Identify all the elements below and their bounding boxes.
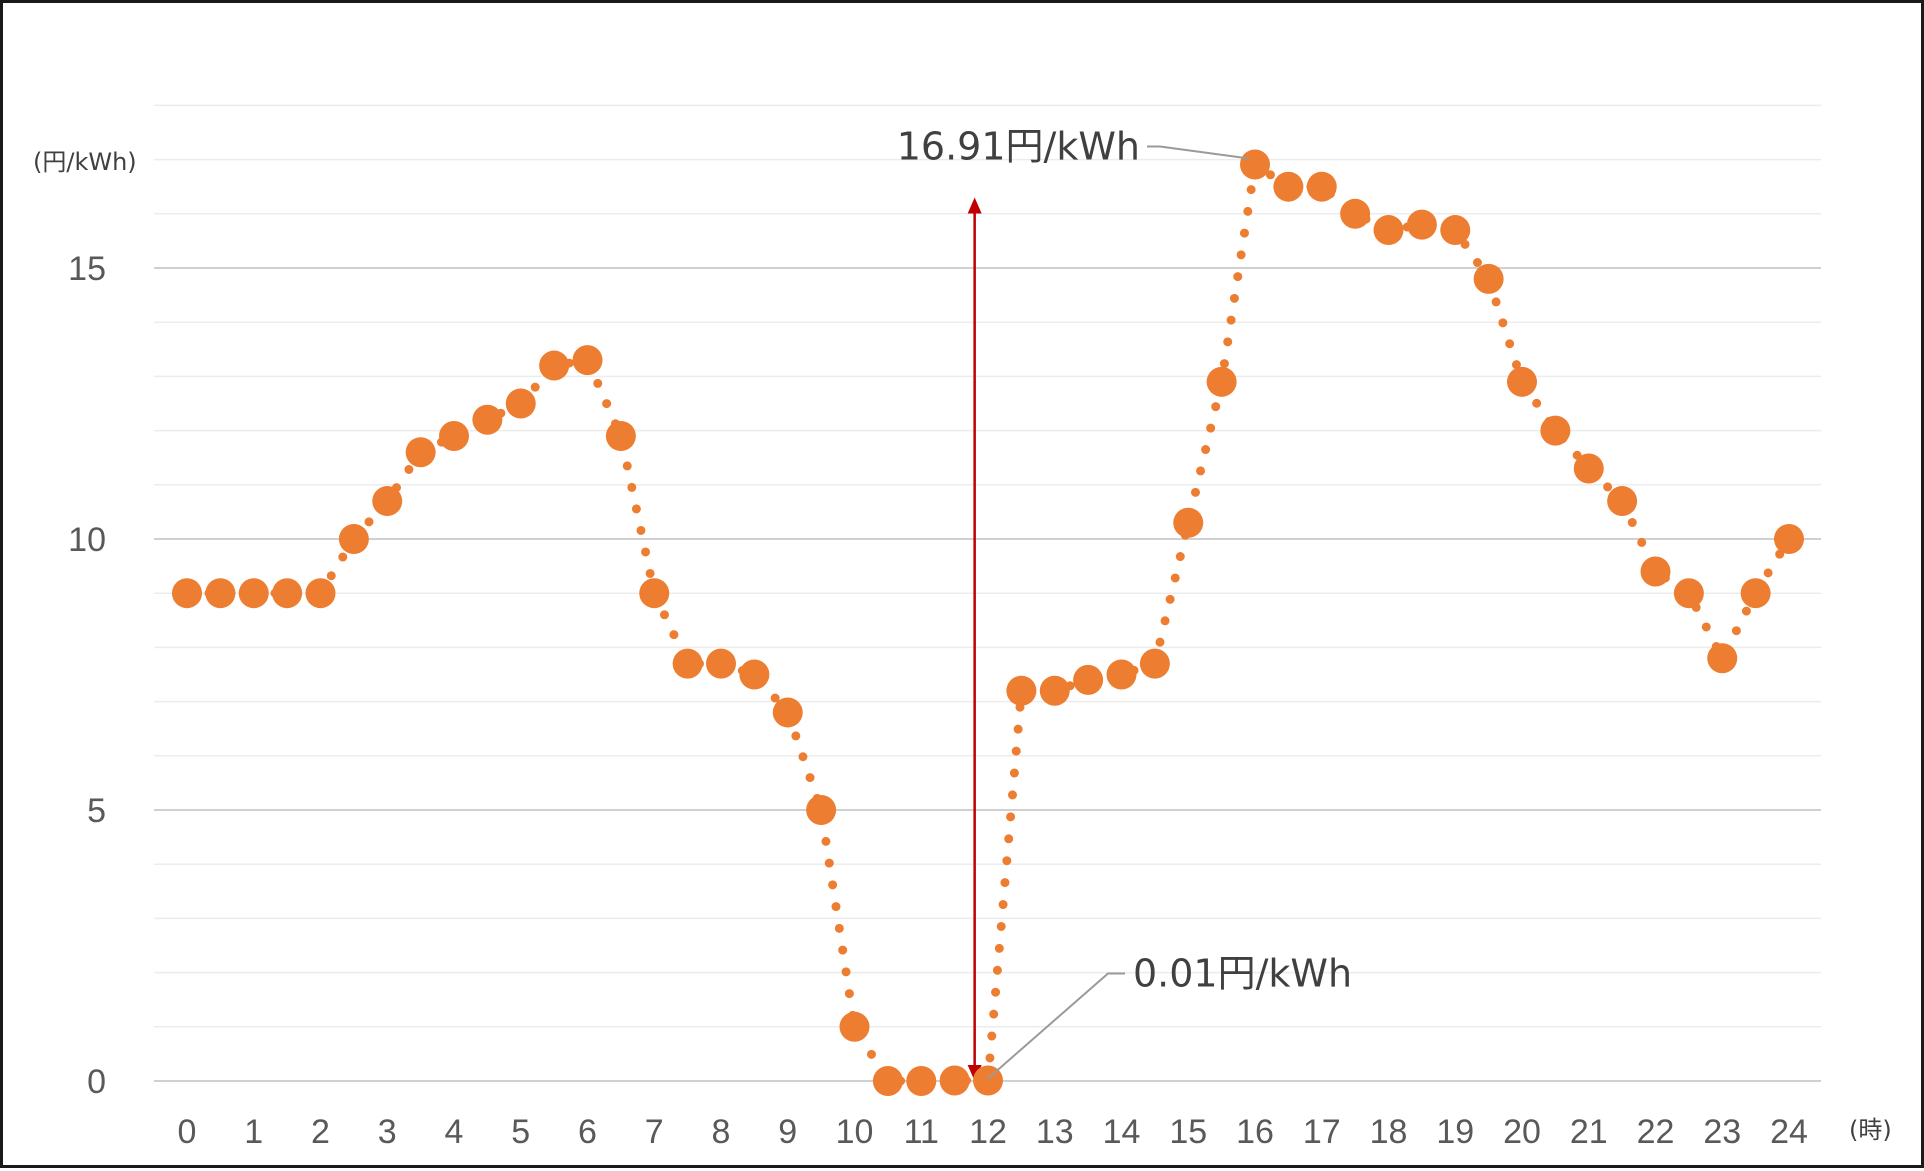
data-point [272, 578, 303, 609]
y-tick-label: 15 [68, 250, 106, 288]
data-point [1373, 215, 1404, 246]
x-tick-label: 3 [378, 1113, 397, 1151]
data-point [605, 421, 636, 452]
data-point [1340, 198, 1371, 229]
x-tick-label: 16 [1236, 1113, 1274, 1151]
data-point [639, 578, 670, 609]
data-point [1306, 171, 1337, 202]
data-point [806, 795, 837, 825]
y-axis-unit-label: (円/kWh) [33, 148, 137, 176]
x-tick-label: 23 [1703, 1113, 1741, 1151]
max-price-label: 16.91円/kWh [897, 124, 1140, 168]
x-tick-label: 20 [1503, 1113, 1541, 1151]
data-point [1740, 578, 1771, 609]
x-tick-label: 19 [1436, 1113, 1474, 1151]
data-point [1273, 171, 1304, 202]
data-point [1073, 664, 1104, 695]
x-tick-label: 24 [1770, 1113, 1808, 1151]
data-point [305, 578, 336, 609]
min-leader-line [987, 972, 1125, 1080]
data-point [372, 486, 403, 517]
data-point [1006, 675, 1037, 706]
x-tick-label: 2 [311, 1113, 330, 1151]
data-point [472, 404, 503, 435]
data-point [1573, 453, 1604, 484]
x-tick-label: 18 [1370, 1113, 1408, 1151]
min-price-label: 0.01円/kWh [1133, 951, 1352, 995]
data-point [1473, 263, 1504, 294]
x-tick-label: 4 [445, 1113, 464, 1151]
data-point [1540, 415, 1571, 446]
data-point [1139, 648, 1170, 679]
x-axis-unit-label: (時) [1849, 1116, 1892, 1144]
data-point [1673, 578, 1704, 609]
data-point [672, 648, 703, 679]
y-tick-label: 10 [68, 521, 106, 559]
series-points [172, 149, 1804, 1096]
annotations: 16.91円/kWh 0.01円/kWh [897, 124, 1352, 1080]
max-leader-line [1147, 145, 1250, 160]
grid [154, 104, 1821, 1028]
data-point [939, 1065, 970, 1096]
data-point [172, 578, 202, 609]
range-arrow-head-top [967, 197, 982, 214]
data-point [906, 1066, 937, 1096]
data-point [1507, 366, 1537, 397]
data-point [1173, 507, 1204, 538]
data-point [772, 697, 803, 728]
series-line [182, 160, 1794, 1086]
data-point [338, 524, 369, 554]
x-tick-label: 12 [969, 1113, 1007, 1151]
x-tick-label: 13 [1036, 1113, 1074, 1151]
x-tick-label: 0 [178, 1113, 197, 1151]
data-point [1406, 209, 1437, 240]
x-tick-label: 21 [1570, 1113, 1608, 1151]
x-tick-label: 10 [836, 1113, 874, 1151]
data-point [872, 1066, 903, 1096]
data-point [706, 648, 736, 679]
data-point [205, 578, 236, 609]
data-point [1039, 675, 1070, 706]
data-point [1607, 486, 1638, 517]
x-tick-label: 9 [778, 1113, 797, 1151]
x-tick-label: 15 [1169, 1113, 1207, 1151]
x-tick-label: 8 [712, 1113, 731, 1151]
series-dotted-line [182, 160, 1794, 1086]
data-point [505, 388, 536, 419]
range-arrow-head-bottom [967, 1065, 982, 1081]
x-tick-label: 5 [511, 1113, 530, 1151]
data-point [572, 345, 603, 376]
x-tick-label: 6 [578, 1113, 597, 1151]
y-tick-label: 5 [87, 792, 106, 830]
data-point [1774, 524, 1804, 554]
data-point [1106, 659, 1137, 690]
data-point [839, 1011, 870, 1042]
x-tick-label: 22 [1637, 1113, 1675, 1151]
x-tick-label: 11 [904, 1113, 939, 1151]
data-point [439, 421, 469, 452]
range-arrow [967, 197, 982, 1081]
y-tick-label: 0 [87, 1063, 106, 1101]
data-point [1640, 556, 1671, 587]
data-point [1240, 149, 1270, 180]
x-tick-label: 7 [645, 1113, 664, 1151]
data-point [539, 350, 570, 381]
data-point [739, 659, 770, 690]
x-tick-label: 1 [244, 1113, 263, 1151]
x-tick-label: 14 [1103, 1113, 1141, 1151]
data-point [1707, 643, 1738, 674]
data-point [1440, 215, 1471, 246]
data-point [405, 437, 436, 468]
x-tick-label: 17 [1303, 1113, 1341, 1151]
data-point [238, 578, 269, 609]
data-point [1206, 366, 1237, 397]
